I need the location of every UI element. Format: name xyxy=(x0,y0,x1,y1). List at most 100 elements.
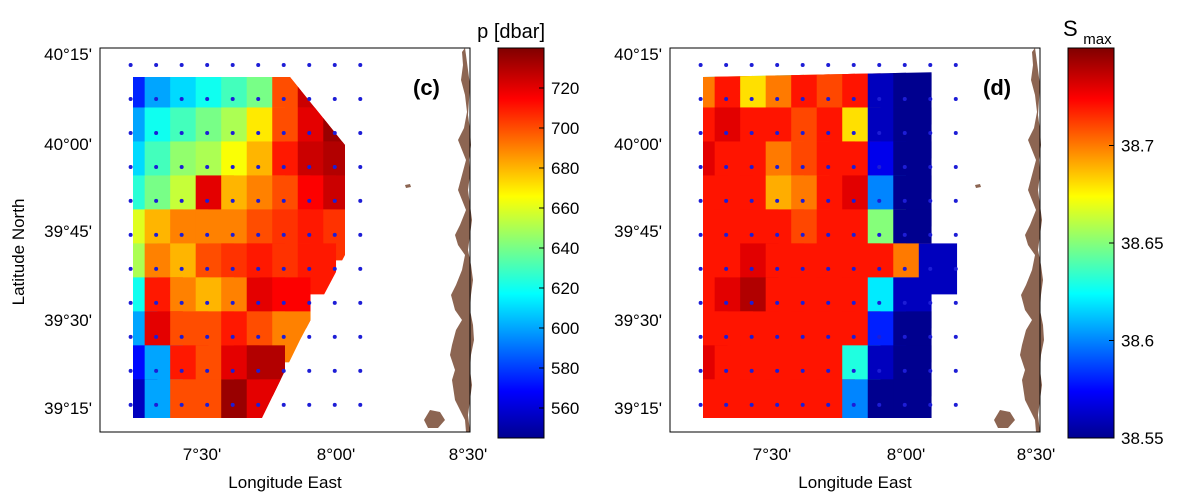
station-point xyxy=(332,300,337,305)
station-point xyxy=(128,62,133,67)
station-point xyxy=(154,300,159,305)
station-point xyxy=(205,96,210,101)
station-point xyxy=(230,334,235,339)
coastline-c xyxy=(405,48,474,432)
colorbar-tick-label: 700 xyxy=(551,119,579,138)
station-point xyxy=(928,96,933,101)
station-point xyxy=(953,300,958,305)
station-point xyxy=(928,62,933,67)
station-point xyxy=(154,232,159,237)
station-point xyxy=(205,368,210,373)
station-point xyxy=(953,130,958,135)
station-point xyxy=(800,62,805,67)
station-point xyxy=(928,334,933,339)
station-point xyxy=(877,164,882,169)
station-point xyxy=(698,198,703,203)
station-point xyxy=(128,334,133,339)
station-point xyxy=(358,232,363,237)
station-point xyxy=(256,334,261,339)
station-point xyxy=(826,402,831,407)
station-point xyxy=(724,300,729,305)
station-point xyxy=(358,368,363,373)
station-point xyxy=(775,334,780,339)
colorbar-tick-label: 640 xyxy=(551,239,579,258)
station-point xyxy=(307,266,312,271)
station-point xyxy=(749,130,754,135)
station-point xyxy=(749,232,754,237)
station-point xyxy=(230,164,235,169)
station-point xyxy=(826,232,831,237)
station-point xyxy=(800,300,805,305)
station-point xyxy=(902,164,907,169)
station-point xyxy=(749,266,754,271)
station-point xyxy=(800,232,805,237)
station-point xyxy=(154,96,159,101)
station-point xyxy=(230,232,235,237)
x-tick-label: 8°00' xyxy=(887,445,925,464)
station-point xyxy=(230,198,235,203)
station-point xyxy=(749,198,754,203)
y-tick-label: 39°30' xyxy=(44,311,92,330)
station-point xyxy=(800,368,805,373)
station-point xyxy=(256,62,261,67)
plot-frame-c xyxy=(99,47,471,433)
colorbar-title-c: p [dbar] xyxy=(477,21,545,43)
station-point xyxy=(800,266,805,271)
station-point xyxy=(800,334,805,339)
station-point xyxy=(877,266,882,271)
y-tick-label: 40°00' xyxy=(44,135,92,154)
station-point xyxy=(724,164,729,169)
station-point xyxy=(826,266,831,271)
station-point xyxy=(256,164,261,169)
station-point xyxy=(332,164,337,169)
station-point xyxy=(128,164,133,169)
station-point xyxy=(826,368,831,373)
station-point xyxy=(851,164,856,169)
station-point xyxy=(358,402,363,407)
station-point xyxy=(205,334,210,339)
colorbar-tick-label: 680 xyxy=(551,159,579,178)
station-point xyxy=(902,62,907,67)
station-point xyxy=(332,96,337,101)
station-point xyxy=(256,300,261,305)
station-point xyxy=(332,62,337,67)
station-point xyxy=(307,96,312,101)
colorbar-title-d: S max xyxy=(1063,16,1112,48)
x-axis-label-c: Longitude East xyxy=(228,473,342,492)
station-point xyxy=(851,368,856,373)
station-point xyxy=(179,164,184,169)
station-point xyxy=(775,232,780,237)
colorbar-tick-label: 38.6 xyxy=(1121,332,1154,351)
colorbar-ticks-d: 38.7 38.65 38.6 38.55 xyxy=(1109,137,1164,448)
station-point xyxy=(230,300,235,305)
y-tick-label: 39°45' xyxy=(614,222,662,241)
coastline-d xyxy=(975,48,1044,432)
station-point xyxy=(749,164,754,169)
station-point xyxy=(902,300,907,305)
station-point xyxy=(749,96,754,101)
station-point xyxy=(877,96,882,101)
x-tick-label: 8°00' xyxy=(317,445,355,464)
station-point xyxy=(256,130,261,135)
station-point xyxy=(281,164,286,169)
station-point xyxy=(179,130,184,135)
panel-label-d: (d) xyxy=(983,75,1011,100)
station-point xyxy=(724,266,729,271)
y-axis-label-c: Latitude North xyxy=(9,199,28,306)
station-point xyxy=(928,402,933,407)
station-point xyxy=(154,130,159,135)
station-point xyxy=(205,164,210,169)
station-point xyxy=(928,232,933,237)
station-point xyxy=(928,130,933,135)
station-point xyxy=(851,96,856,101)
station-point xyxy=(332,334,337,339)
station-point xyxy=(877,62,882,67)
station-point xyxy=(724,62,729,67)
station-point xyxy=(307,164,312,169)
station-point xyxy=(800,96,805,101)
station-point xyxy=(851,402,856,407)
station-point xyxy=(256,368,261,373)
colorbar-tick-label: 38.7 xyxy=(1121,137,1154,156)
station-point xyxy=(154,368,159,373)
station-point xyxy=(877,334,882,339)
